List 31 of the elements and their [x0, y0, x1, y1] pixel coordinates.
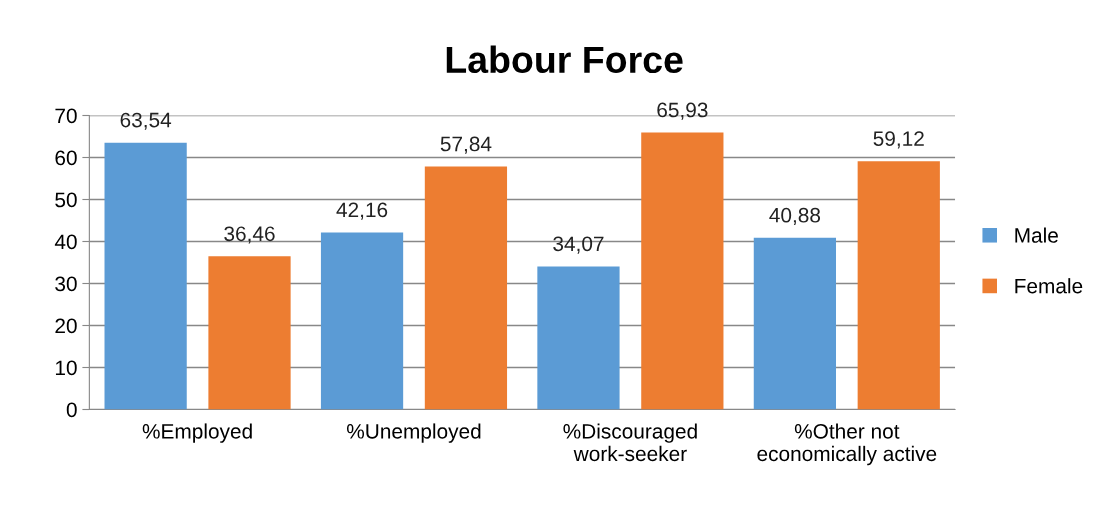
bar [104, 142, 187, 410]
data-label: 34,07 [553, 236, 604, 254]
y-tick-label: 20 [55, 318, 77, 334]
y-tick-label: 70 [55, 108, 77, 124]
y-tick-label: 40 [54, 234, 77, 250]
bar [424, 166, 508, 410]
data-label: 42,16 [336, 202, 388, 220]
bar [537, 266, 620, 410]
data-label: 40,88 [769, 207, 821, 226]
bar [641, 132, 724, 410]
y-tick-label: 50 [55, 192, 77, 208]
bar [208, 256, 291, 410]
y-tick-label: 10 [55, 360, 77, 376]
x-tick-label: %Other not economically active [757, 423, 937, 466]
legend-label: Female [1015, 278, 1083, 294]
y-tick-label: 60 [55, 150, 77, 166]
bar [857, 161, 940, 410]
data-label: 63,54 [120, 112, 172, 130]
bar [320, 232, 404, 410]
x-tick-label: %Discouraged work-seeker [563, 423, 697, 462]
x-tick-label: %Employed [142, 423, 252, 443]
bar [753, 237, 836, 410]
y-tick-label: 0 [66, 402, 77, 418]
x-tick-label: %Unemployed [346, 423, 481, 443]
data-label: 59,12 [873, 131, 924, 149]
data-label: 65,93 [657, 102, 708, 120]
legend-label: Male [1015, 227, 1058, 243]
chart-title: Labour Force [446, 45, 683, 74]
y-tick-label: 30 [55, 276, 77, 292]
data-label: 36,46 [224, 226, 275, 244]
data-label: 57,84 [440, 136, 492, 154]
